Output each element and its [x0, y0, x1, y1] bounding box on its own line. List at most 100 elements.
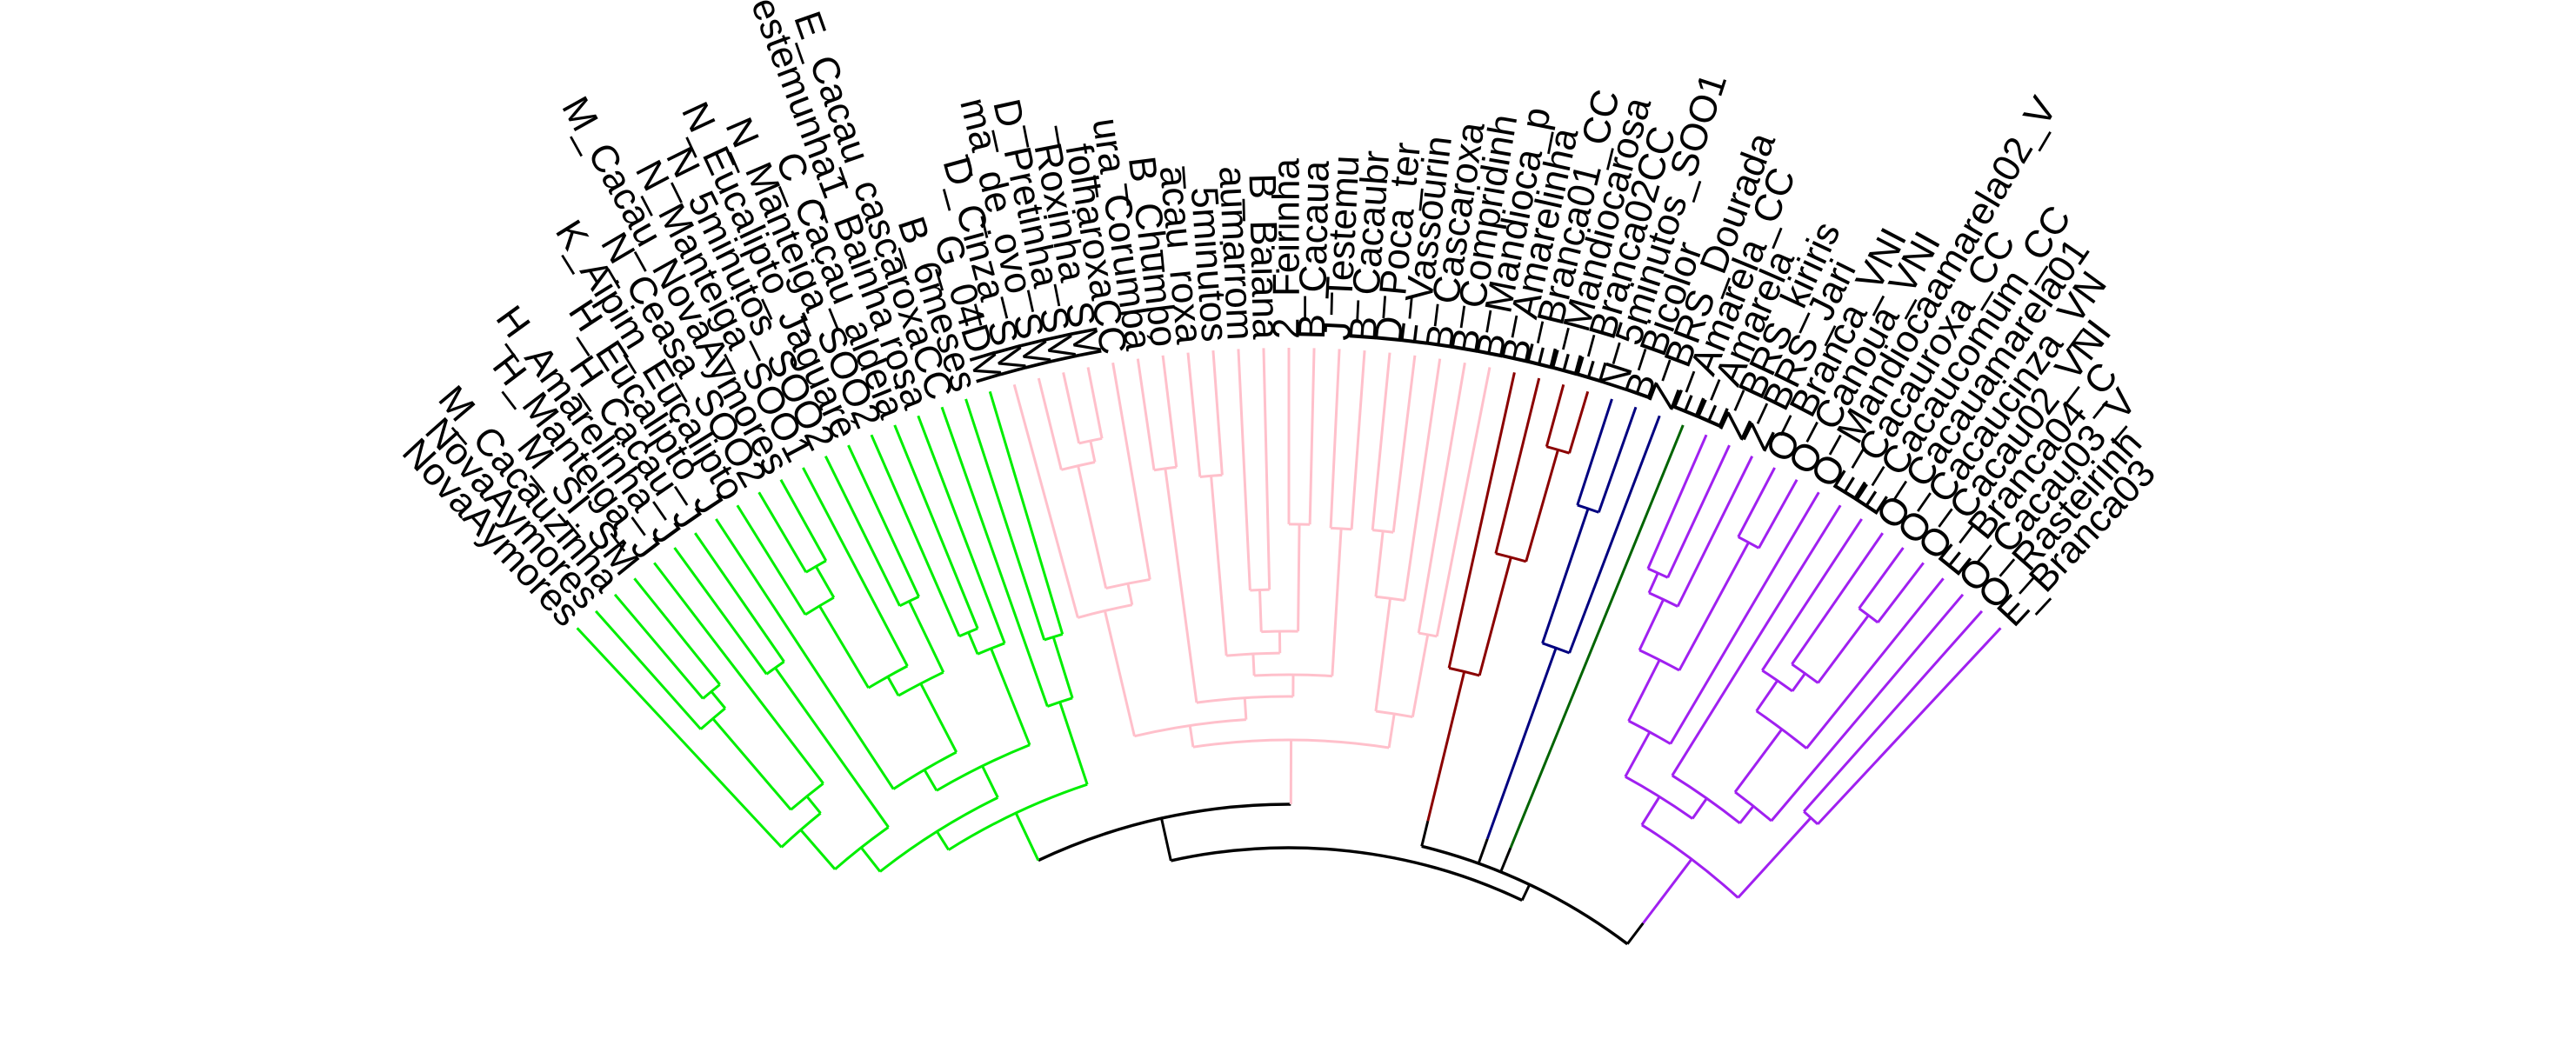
branch-segment	[736, 504, 807, 616]
branch-segment	[1371, 352, 1391, 530]
branch-arc	[947, 783, 1088, 851]
branch-segment	[802, 467, 909, 667]
branch-segment	[1770, 593, 1965, 823]
branch-segment	[860, 846, 882, 873]
tip-label: aumarrom	[1211, 165, 1262, 342]
branch-segment	[799, 829, 837, 870]
branch-layer	[576, 348, 2002, 924]
branch-segment	[1525, 449, 1559, 563]
branch-arc	[1331, 526, 1352, 531]
branch-arc	[1226, 651, 1280, 657]
branch-segment	[1791, 672, 1806, 692]
branch-segment	[757, 491, 808, 573]
branch-segment	[1576, 398, 1613, 506]
branch-segment	[1478, 556, 1512, 676]
branch-segment	[1411, 634, 1430, 717]
branch-arc	[1761, 669, 1793, 693]
branch-arc	[977, 642, 1005, 656]
branch-arc	[1060, 461, 1096, 471]
branch-segment	[1676, 456, 1754, 608]
branch-segment	[1111, 362, 1151, 580]
branch-segment	[1243, 697, 1248, 720]
branch-segment	[1211, 350, 1224, 476]
branch-segment	[715, 518, 895, 790]
branch-segment	[814, 565, 836, 599]
branch-segment	[1086, 367, 1104, 439]
branch-segment	[1640, 796, 1661, 826]
branch-segment	[673, 547, 768, 676]
cluster-stem	[1509, 424, 1685, 849]
branch-segment	[1737, 467, 1776, 538]
branch-segment	[1077, 465, 1108, 589]
branch-arc	[1577, 503, 1599, 514]
branch-segment	[967, 631, 979, 655]
branch-segment	[774, 667, 890, 829]
branch-segment	[1374, 598, 1392, 712]
branch-segment	[923, 769, 938, 791]
branch-segment	[633, 577, 721, 686]
branch-arc	[1105, 577, 1151, 589]
branch-arc	[1791, 663, 1819, 684]
root-stem	[1520, 883, 1532, 902]
branch-segment	[1164, 468, 1198, 703]
root-arc-layer	[1038, 803, 1645, 946]
branch-segment	[1791, 532, 1884, 665]
branch-segment	[576, 627, 783, 849]
branch-segment	[1391, 355, 1417, 533]
branch-arc	[1545, 445, 1570, 455]
branch-arc	[1858, 607, 1879, 624]
root-stem	[1477, 838, 1489, 864]
branch-segment	[1329, 349, 1341, 529]
branch-segment	[1251, 653, 1256, 676]
branch-segment	[1331, 528, 1343, 676]
root-arc-main	[1170, 846, 1523, 902]
branch-segment	[1803, 609, 1984, 813]
branch-segment	[1058, 702, 1089, 785]
branch-segment	[990, 648, 1031, 746]
branch-segment	[1568, 415, 1661, 654]
branch-segment	[1737, 816, 1812, 899]
branch-segment	[1297, 523, 1301, 632]
branch-segment	[1387, 713, 1396, 749]
branch-arc	[1448, 666, 1480, 677]
branch-segment	[1738, 805, 1755, 824]
branch-segment	[981, 765, 999, 799]
branch-segment	[1568, 390, 1590, 454]
branch-segment	[1858, 547, 1905, 609]
cluster-stem	[1014, 812, 1040, 862]
tip-label: J_Testemu	[1316, 155, 1367, 342]
branch-segment	[917, 415, 1006, 644]
branch-segment	[847, 444, 920, 597]
branch-segment	[613, 593, 704, 700]
branch-segment	[1817, 614, 1870, 684]
branch-segment	[1374, 530, 1385, 597]
branch-segment	[1062, 372, 1081, 444]
branch-segment	[1308, 348, 1316, 525]
branch-segment	[1755, 679, 1779, 712]
branch-segment	[1624, 731, 1652, 778]
branch-arc	[1199, 473, 1223, 478]
tip-label: 2_Feirinha	[1265, 158, 1308, 339]
branch-segment	[711, 717, 792, 811]
branch-segment	[1210, 476, 1228, 656]
branch-segment	[1237, 349, 1251, 591]
branch-segment	[1805, 577, 1945, 749]
branch-arc	[1254, 673, 1332, 678]
branch-segment	[964, 398, 1046, 641]
branch-segment	[1545, 383, 1565, 448]
branch-segment	[1103, 610, 1136, 737]
branch-arc	[1375, 709, 1413, 719]
branch-segment	[1733, 728, 1784, 793]
branch-segment	[1403, 358, 1442, 601]
branch-segment	[1188, 725, 1195, 748]
tip-label-layer: NovaAymoresNovaAymoresM_CacauzinhaM_SI_S…	[394, 0, 2164, 635]
branch-segment	[1647, 572, 1659, 594]
branch-arc	[1647, 567, 1669, 579]
root-stem	[1499, 847, 1512, 873]
branch-arc	[1046, 696, 1073, 708]
branch-segment	[594, 609, 702, 730]
branch-segment	[653, 562, 824, 784]
branch-segment	[919, 683, 958, 753]
branch-segment	[1136, 358, 1156, 470]
